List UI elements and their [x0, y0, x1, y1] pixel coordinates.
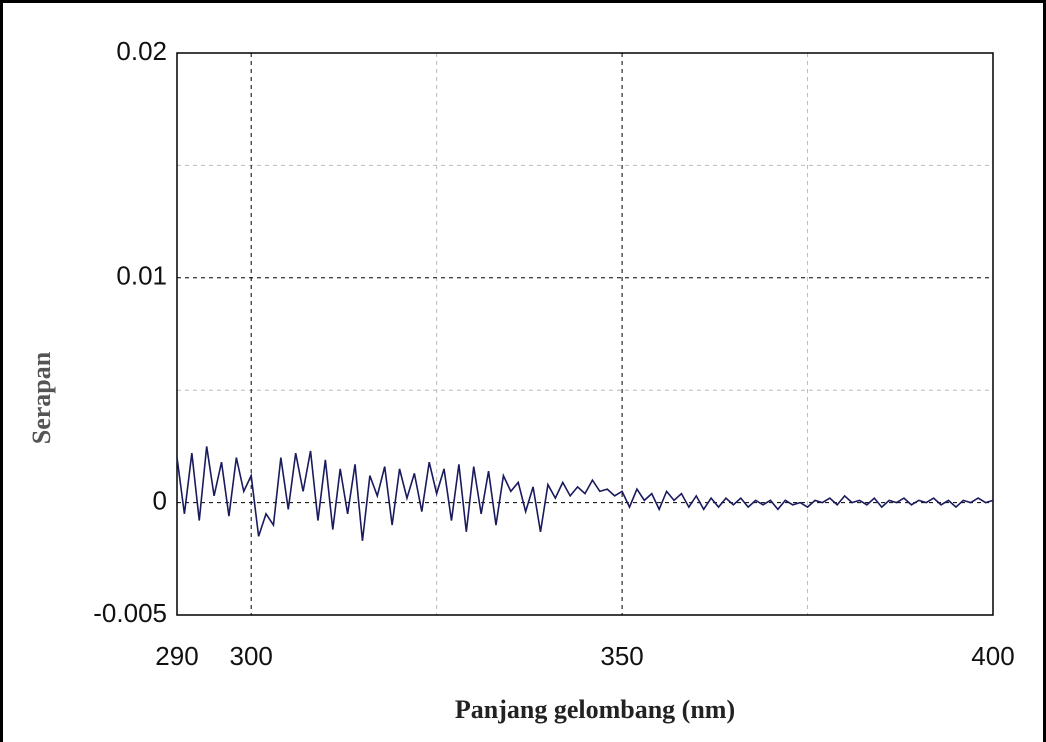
plot-area [177, 53, 993, 615]
y-tick-label: -0.005 [93, 598, 167, 628]
axes-box [176, 52, 994, 616]
spectrum-line [176, 446, 994, 541]
y-axis-label: Serapan [27, 351, 56, 444]
y-tick-label: 0.02 [116, 36, 167, 66]
x-tick-label: 300 [229, 641, 272, 671]
y-tick-label: 0.01 [116, 261, 167, 291]
x-axis-label: Panjang gelombang (nm) [455, 695, 735, 724]
x-tick-label: 350 [600, 641, 643, 671]
x-tick-label: 290 [155, 641, 198, 671]
x-tick-label: 400 [971, 641, 1014, 671]
y-tick-label: 0 [153, 485, 167, 515]
